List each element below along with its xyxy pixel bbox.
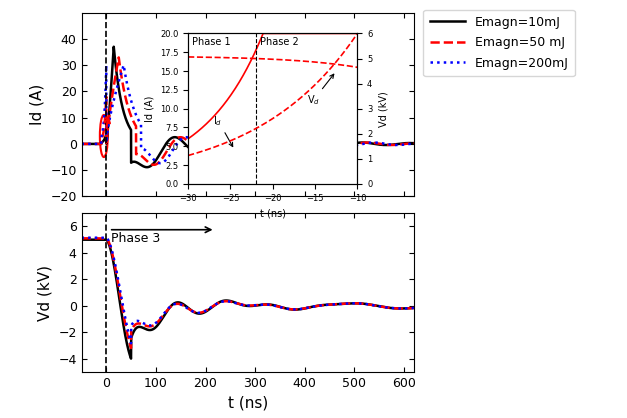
Text: Phase 1: Phase 1 <box>192 37 231 47</box>
Y-axis label: Id (A): Id (A) <box>144 95 154 122</box>
Text: Phase 3: Phase 3 <box>111 232 161 245</box>
Y-axis label: Vd (kV): Vd (kV) <box>378 91 388 127</box>
X-axis label: t (ns): t (ns) <box>260 208 286 218</box>
Text: I$_d$: I$_d$ <box>213 114 233 147</box>
Y-axis label: Vd (kV): Vd (kV) <box>38 265 53 321</box>
Text: V$_d$: V$_d$ <box>307 74 334 107</box>
Text: Phase 2: Phase 2 <box>260 37 299 47</box>
X-axis label: t (ns): t (ns) <box>228 395 268 410</box>
Y-axis label: Id (A): Id (A) <box>29 84 45 125</box>
Legend: Emagn=10mJ, Emagn=50 mJ, Emagn=200mJ: Emagn=10mJ, Emagn=50 mJ, Emagn=200mJ <box>423 10 575 76</box>
